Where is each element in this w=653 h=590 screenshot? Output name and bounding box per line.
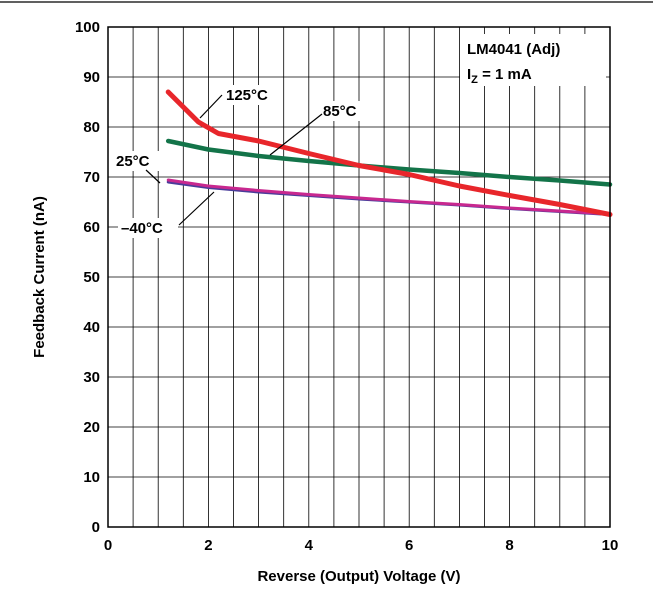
- series-label-background: [223, 85, 283, 105]
- y-axis-label: Feedback Current (nA): [31, 196, 48, 358]
- series-label: –40°C: [121, 220, 163, 237]
- annotation-condition-value: = 1 mA: [478, 66, 532, 83]
- series-label-background: [118, 218, 178, 238]
- series-layer: [165, 89, 613, 217]
- y-tick-label: 10: [83, 469, 100, 486]
- x-tick-label: 6: [405, 537, 413, 554]
- y-tick-label: 40: [83, 319, 100, 336]
- series-line: [165, 138, 613, 187]
- y-tick-label: 60: [83, 219, 100, 236]
- y-tick-labels: 0 10 20 30 40 50 60 70 80 90 100: [75, 19, 100, 536]
- y-tick-label: 70: [83, 169, 100, 186]
- y-tick-label: 90: [83, 69, 100, 86]
- y-tick-label: 0: [92, 519, 100, 536]
- y-tick-label: 30: [83, 369, 100, 386]
- series-label-background: [113, 151, 165, 171]
- series-label-leader: [199, 94, 223, 119]
- series-label-background: [320, 101, 372, 121]
- series-label: 125°C: [226, 87, 268, 104]
- x-tick-label: 10: [602, 537, 619, 554]
- plot-frame: [107, 26, 611, 528]
- x-tick-label: 2: [204, 537, 212, 554]
- series-label-leader: [145, 169, 161, 184]
- annotation-condition-subscript: Z: [471, 74, 478, 86]
- x-tick-labels: 0 2 4 6 8 10: [104, 537, 619, 554]
- y-tick-label: 100: [75, 19, 100, 36]
- y-tick-label: 50: [83, 269, 100, 286]
- x-axis-label: Reverse (Output) Voltage (V): [257, 568, 460, 585]
- series-line: [165, 89, 613, 217]
- annotation-condition-symbol: I: [467, 66, 471, 83]
- series-line: [166, 178, 612, 216]
- x-tick-label: 0: [104, 537, 112, 554]
- annotation-condition: IZ = 1 mA: [467, 66, 532, 86]
- leader-layer: [145, 94, 323, 226]
- annotation-device: LM4041 (Adj): [467, 41, 560, 58]
- series-label-leader: [178, 191, 215, 226]
- series-label: 85°C: [323, 103, 357, 120]
- y-tick-label: 80: [83, 119, 100, 136]
- y-tick-label: 20: [83, 419, 100, 436]
- label-background-layer: [113, 85, 372, 238]
- x-tick-label: 4: [305, 537, 314, 554]
- series-label-leader: [269, 113, 323, 156]
- x-tick-label: 8: [505, 537, 513, 554]
- annotation-background: [460, 34, 606, 86]
- series-label: 25°C: [116, 153, 150, 170]
- series-labels: 125°C 85°C 25°C –40°C: [116, 87, 357, 237]
